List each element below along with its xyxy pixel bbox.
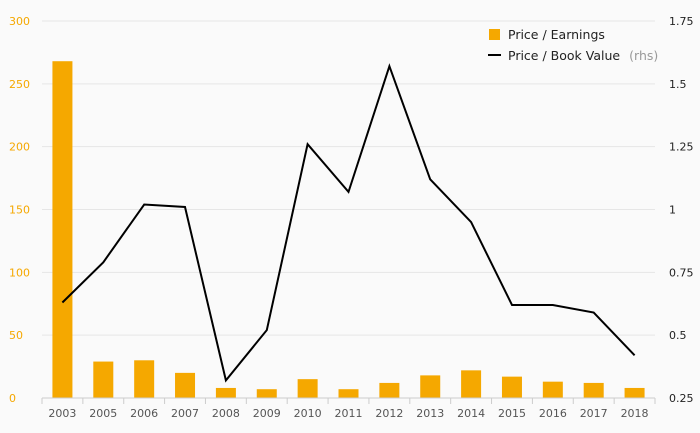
- bar-2015: [501, 376, 522, 398]
- gridlines: [42, 20, 655, 336]
- bar-2003: [52, 61, 73, 399]
- bar-2012: [379, 382, 400, 398]
- legend-label-price-earnings: Price / Earnings: [508, 27, 605, 42]
- bar-2010: [297, 379, 318, 398]
- x-tick-label: 2012: [375, 407, 403, 420]
- line-series: [61, 63, 636, 383]
- x-tick-label: 2014: [457, 407, 485, 420]
- y-left-tick-label: 150: [9, 204, 30, 217]
- x-tick-label: 2013: [416, 407, 444, 420]
- bar-2018: [624, 387, 645, 398]
- price-book-line: [61, 63, 636, 383]
- y-left-tick-label: 250: [9, 78, 30, 91]
- legend: Price / Earnings Price / Book Value (rhs…: [488, 27, 658, 64]
- x-tick-label: 2003: [48, 407, 76, 420]
- bar-2005: [93, 361, 114, 398]
- bar-2016: [542, 381, 563, 398]
- legend-label-price-book: Price / Book Value: [508, 48, 620, 63]
- bar-series: [52, 61, 645, 399]
- y-left-tick-label: 300: [9, 15, 30, 28]
- bar-2006: [134, 360, 155, 398]
- legend-swatch-price-earnings: [489, 29, 500, 40]
- y-right-tick-label: 1.25: [669, 141, 694, 154]
- y-right-tick-label: 1.75: [669, 15, 694, 28]
- y-right-tick-label: 1.5: [669, 78, 687, 91]
- x-tick-label: 2016: [539, 407, 567, 420]
- y-right-tick-label: 0.5: [669, 329, 687, 342]
- bar-2011: [338, 389, 359, 398]
- y-left-tick-label: 50: [9, 329, 23, 342]
- bar-2007: [175, 372, 196, 398]
- x-tick-label: 2011: [335, 407, 363, 420]
- bar-2014: [461, 370, 482, 398]
- bar-2009: [256, 389, 277, 398]
- legend-label-rhs-note: (rhs): [629, 48, 658, 63]
- y-right-tick-label: 0.75: [669, 266, 694, 279]
- y-right-tick-label: 0.25: [669, 392, 694, 405]
- y-left-tick-label: 0: [9, 392, 16, 405]
- y-left-tick-label: 100: [9, 266, 30, 279]
- y-left-tick-label: 200: [9, 141, 30, 154]
- x-tick-label: 2006: [130, 407, 158, 420]
- x-tick-label: 2015: [498, 407, 526, 420]
- legend-label-price-book-group: Price / Book Value (rhs): [508, 45, 658, 64]
- bar-2017: [583, 382, 604, 398]
- x-tick-label: 2007: [171, 407, 199, 420]
- x-tick-label: 2018: [621, 407, 649, 420]
- x-tick-label: 2009: [253, 407, 281, 420]
- bar-2008: [215, 387, 236, 398]
- x-tick-label: 2017: [580, 407, 608, 420]
- axes: 0 50 100 150 200 250 300 0.25 0.5 0.75 1 1.25 1.5 1.7…: [9, 15, 694, 420]
- x-tick-label: 2005: [89, 407, 117, 420]
- bar-2013: [420, 375, 441, 398]
- y-right-tick-label: 1: [669, 204, 676, 217]
- x-tick-label: 2010: [294, 407, 322, 420]
- x-tick-label: 2008: [212, 407, 240, 420]
